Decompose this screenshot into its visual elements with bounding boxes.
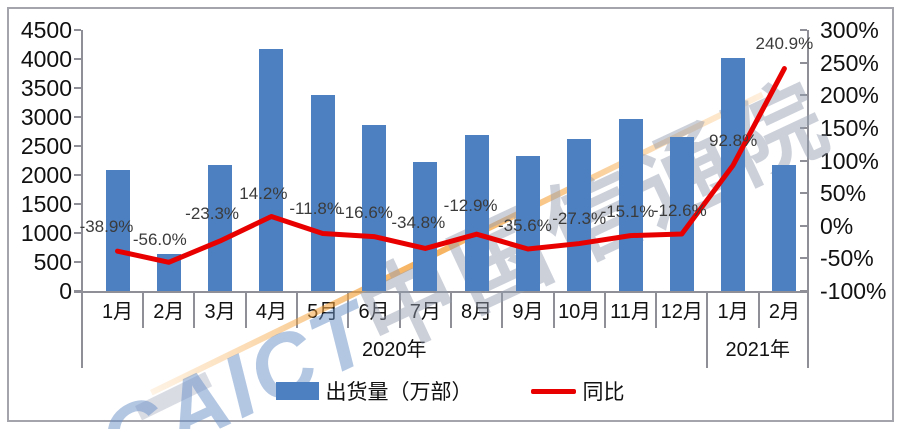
chart-frame-border xyxy=(7,7,894,422)
yoy-data-label: -11.8% xyxy=(289,199,342,219)
right-axis-tick-label: 0% xyxy=(820,212,854,239)
right-axis-line xyxy=(807,30,809,368)
right-axis-tick-mark xyxy=(800,257,807,260)
right-axis-tick-mark xyxy=(800,29,807,31)
left-axis-tick-label: 4000 xyxy=(20,46,72,72)
right-axis-tick-label: 300% xyxy=(820,17,879,43)
right-axis-tick-mark xyxy=(800,159,807,162)
right-axis-tick-label: -50% xyxy=(820,245,874,272)
yoy-data-label: -16.6% xyxy=(339,202,393,222)
left-axis-tick-mark xyxy=(74,203,81,205)
left-axis-tick-label: 3000 xyxy=(20,104,72,130)
left-axis-line xyxy=(81,30,83,368)
right-axis-tick-mark xyxy=(800,94,807,97)
yoy-polyline xyxy=(115,66,787,265)
right-axis-tick-label: -100% xyxy=(820,278,887,304)
right-axis-tick-mark xyxy=(800,192,807,195)
left-axis-tick-mark xyxy=(74,87,81,89)
yoy-data-label: -12.9% xyxy=(443,196,498,216)
month-separator xyxy=(142,293,145,328)
left-axis-tick-label: 1000 xyxy=(20,220,72,246)
left-axis-tick-label: 3500 xyxy=(20,75,72,101)
right-axis-tick-label: 250% xyxy=(820,49,879,76)
left-axis-tick-mark xyxy=(74,116,81,118)
left-axis-tick-label: 4500 xyxy=(20,17,72,43)
right-axis-tick-label: 50% xyxy=(820,180,867,207)
left-axis-tick-label: 2000 xyxy=(20,162,72,188)
left-axis-tick-mark xyxy=(74,261,81,263)
right-axis-tick-mark xyxy=(800,126,807,129)
yoy-data-label: -12.6% xyxy=(652,200,707,220)
left-axis-tick-label: 2500 xyxy=(20,133,72,159)
yoy-data-label: -34.8% xyxy=(391,213,446,233)
left-axis-tick-mark xyxy=(74,232,81,234)
yoy-data-label: -27.3% xyxy=(552,208,607,228)
right-axis-tick-label: 200% xyxy=(820,82,879,109)
yoy-data-label: -23.3% xyxy=(185,203,240,223)
yoy-data-label: -38.9% xyxy=(79,217,134,237)
left-axis-tick-mark xyxy=(74,145,81,147)
right-axis-tick-mark xyxy=(800,61,807,64)
yoy-data-label: 240.9% xyxy=(755,33,814,53)
left-axis-tick-mark xyxy=(74,58,81,60)
yoy-data-label: 14.2% xyxy=(239,184,288,204)
yoy-data-label: -56.0% xyxy=(132,230,187,250)
left-axis-tick-label: 500 xyxy=(33,249,72,275)
right-axis-tick-label: 150% xyxy=(820,114,879,141)
yoy-data-label: 92.8% xyxy=(708,131,758,151)
shipments-bar xyxy=(772,164,797,291)
shipments-bar xyxy=(105,170,130,291)
month-label: 2月 xyxy=(768,301,800,323)
yoy-data-label: -35.6% xyxy=(497,215,552,235)
right-axis-tick-mark xyxy=(800,224,807,227)
left-axis-tick-mark xyxy=(74,174,81,176)
left-axis-tick-label: 0 xyxy=(59,278,72,304)
month-label: 1月 xyxy=(101,301,134,323)
yoy-data-label: -15.1% xyxy=(600,201,655,221)
left-axis-tick-label: 1500 xyxy=(20,191,72,217)
right-axis-tick-label: 100% xyxy=(820,147,879,174)
left-axis-tick-mark xyxy=(74,29,81,31)
